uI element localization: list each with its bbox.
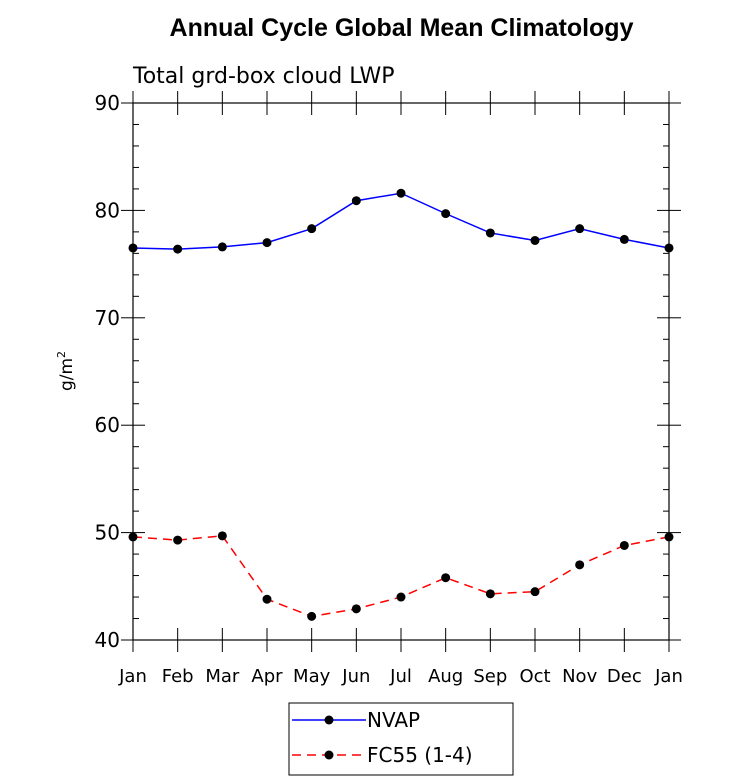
legend-label-fc55: FC55 (1-4) <box>367 743 473 767</box>
series-1-point <box>575 560 585 570</box>
y-tick-label: 50 <box>95 521 120 545</box>
legend-label-nvap: NVAP <box>367 708 420 732</box>
series-0-point <box>262 238 272 248</box>
series-0-point <box>351 196 361 206</box>
series-0-point <box>619 234 629 244</box>
x-tick-label: May <box>293 666 331 687</box>
series-1-point <box>396 592 406 602</box>
x-tick-label: Jun <box>341 666 370 687</box>
series-0-point <box>396 188 406 198</box>
series-1-point <box>441 573 451 583</box>
y-axis-label-superscript: 2 <box>55 351 68 358</box>
x-tick-label: Mar <box>205 666 240 687</box>
series-1-point <box>664 532 674 542</box>
series-0-point <box>575 224 585 234</box>
series-1-point <box>530 587 540 597</box>
series-1-point <box>619 540 629 550</box>
legend-marker-nvap <box>324 715 334 725</box>
y-axis-label-text: g/m <box>57 358 77 391</box>
series-1-point <box>485 589 495 599</box>
chart-title: Annual Cycle Global Mean Climatology <box>169 14 634 42</box>
y-tick-label: 70 <box>95 306 120 330</box>
x-tick-label: Aug <box>428 666 463 687</box>
series-line-1 <box>132 535 670 618</box>
legend-marker-fc55 <box>324 750 334 760</box>
x-tick-label: Sep <box>473 666 507 687</box>
series-1-point <box>262 594 272 604</box>
series-0-point <box>441 209 451 219</box>
series-0-point <box>128 243 138 253</box>
x-tick-labels: Jan Feb Mar Apr May Jun Jul Aug Sep Oct Nov Dec Jan <box>118 666 683 687</box>
x-tick-label: Oct <box>519 666 550 687</box>
y-tick-labels: 40 50 60 70 80 90 <box>95 91 120 652</box>
x-tick-label: Nov <box>562 666 597 687</box>
y-tick-label: 80 <box>95 198 120 222</box>
series-1-point <box>128 532 138 542</box>
series-1-point <box>217 531 227 541</box>
legend: NVAP FC55 (1-4) <box>288 702 514 776</box>
chart-subtitle: Total grd-box cloud LWP <box>132 64 395 89</box>
x-tick-label: Dec <box>607 666 642 687</box>
x-tick-label: Jan <box>654 666 683 687</box>
series-1-point <box>173 535 183 545</box>
series-1-point <box>307 611 317 621</box>
axis-ticks <box>121 91 681 652</box>
x-tick-label: Feb <box>162 666 194 687</box>
series-1-point <box>351 604 361 614</box>
y-tick-label: 60 <box>95 413 120 437</box>
series-0-point <box>307 224 317 234</box>
y-tick-label: 90 <box>95 91 120 115</box>
series-group <box>128 188 674 621</box>
y-axis-label: g/m2 <box>55 351 77 391</box>
series-0-point <box>217 242 227 252</box>
legend-box <box>288 702 514 776</box>
y-tick-label: 40 <box>95 628 120 652</box>
x-tick-label: Jul <box>389 666 412 687</box>
series-0-point <box>173 244 183 254</box>
series-0-point <box>530 235 540 245</box>
series-0-point <box>664 243 674 253</box>
series-line-0 <box>132 192 670 250</box>
x-tick-label: Apr <box>251 666 283 687</box>
plot-frame <box>132 102 670 641</box>
x-tick-label: Jan <box>118 666 147 687</box>
series-0-point <box>485 228 495 238</box>
